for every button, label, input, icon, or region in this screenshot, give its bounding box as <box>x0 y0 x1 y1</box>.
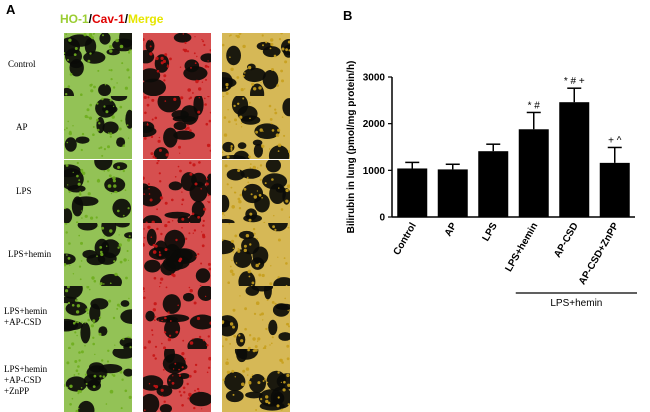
x-tick-label: AP-CSD+ZnPP <box>577 221 622 287</box>
ho1-channel-image <box>64 223 132 286</box>
legend-segment: HO-1 <box>60 12 89 26</box>
row-label-line: +ZnPP <box>4 385 30 396</box>
bar <box>559 102 590 217</box>
x-tick-label: Control <box>392 221 419 257</box>
row-label: AP <box>16 122 28 133</box>
bar <box>599 162 630 217</box>
legend-segment: / <box>88 12 93 26</box>
chart-svg: 0 1000 2000 3000 Bilirubin in lung (pmol/mg … <box>346 61 637 309</box>
row-label-line: +AP-CSD <box>4 317 42 327</box>
row-label-line: AP <box>16 121 28 132</box>
group-label: LPS+hemin <box>550 298 602 309</box>
ho1-channel-image <box>64 96 132 159</box>
cav1-channel-image <box>143 349 211 412</box>
merge-channel-image <box>222 349 290 412</box>
ho1-channel-image <box>64 160 132 223</box>
cav1-channel-image <box>143 223 211 286</box>
x-tick-label: LPS+hemin <box>503 221 540 274</box>
row-label-line: LPS+hemin <box>4 363 48 374</box>
cav1-channel-image <box>143 96 211 159</box>
cav1-channel-image <box>143 286 211 349</box>
merge-channel-image <box>222 286 290 349</box>
panel-b-letter: B <box>343 8 353 23</box>
bar <box>518 129 549 217</box>
significance-mark: + ^ <box>608 135 622 146</box>
x-tick-label: LPS <box>481 221 500 244</box>
row-label-line: +AP-CSD <box>4 374 42 385</box>
bar <box>437 169 468 217</box>
ho1-channel-image <box>64 286 132 349</box>
merge-channel-image <box>222 96 290 159</box>
ho1-channel-image <box>64 33 132 96</box>
ho1-channel-image <box>64 349 132 412</box>
y-tick-label: 3000 <box>363 73 386 84</box>
row-label: Control <box>8 59 36 70</box>
y-tick-label: 0 <box>379 213 385 224</box>
y-tick-label: 2000 <box>363 119 386 130</box>
bar <box>478 151 509 217</box>
merge-channel-image <box>222 33 290 96</box>
panel-a-legend: HO-1/Cav-1/Merge <box>60 12 163 26</box>
x-tick-label: AP-CSD <box>552 221 581 260</box>
cav1-channel-image <box>143 33 211 96</box>
significance-mark: * # + <box>564 76 585 87</box>
row-label-line: LPS <box>16 185 32 196</box>
legend-segment: / <box>124 12 129 26</box>
merge-channel-image <box>222 160 290 223</box>
merge-channel-image <box>222 223 290 286</box>
row-label: LPS+hemin +AP-CSD <box>4 306 47 328</box>
legend-segment: Cav-1 <box>92 12 125 26</box>
row-label-line: LPS+hemin <box>8 248 52 259</box>
bilirubin-bar-chart: 0 1000 2000 3000 Bilirubin in lung (pmol/mg … <box>330 40 650 330</box>
row-label: LPS+hemin <box>8 249 51 260</box>
bar <box>397 168 428 217</box>
row-label: LPS <box>16 186 32 197</box>
panel-a-letter: A <box>6 2 16 17</box>
x-tick-label: AP <box>443 221 460 239</box>
row-label-line: LPS+hemin <box>4 306 48 316</box>
y-axis-label: Bilirubin in lung (pmol/mg protein/h) <box>346 61 357 234</box>
cav1-channel-image <box>143 160 211 223</box>
significance-mark: * # <box>528 100 541 111</box>
y-tick-label: 1000 <box>363 166 386 177</box>
legend-segment: Merge <box>128 12 164 26</box>
row-label: LPS+hemin +AP-CSD +ZnPP <box>4 364 47 397</box>
row-label-line: Control <box>8 58 36 69</box>
